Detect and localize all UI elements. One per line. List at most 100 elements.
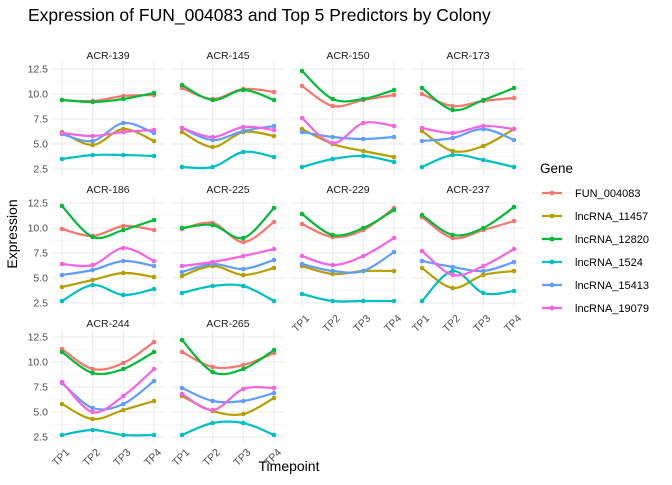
data-point [179, 290, 185, 296]
data-point [90, 282, 95, 288]
data-point [330, 134, 335, 140]
data-point [330, 298, 335, 304]
data-point [271, 97, 277, 103]
data-point [361, 253, 366, 259]
series-line [60, 379, 156, 411]
series-line [300, 84, 396, 108]
legend-item: lncRNA_1524 [542, 257, 643, 269]
facet-strip-label: ACR-186 [86, 184, 129, 196]
data-point [179, 82, 185, 88]
data-point [271, 246, 277, 252]
data-point [271, 395, 277, 401]
data-point [121, 407, 126, 413]
data-point [151, 90, 157, 96]
series-line [420, 153, 516, 169]
data-point [90, 416, 95, 422]
series-lncRNA_11457 [59, 270, 157, 290]
data-point [481, 225, 486, 231]
data-point [419, 85, 425, 91]
data-point [121, 152, 126, 158]
data-point [450, 103, 455, 109]
data-point [330, 96, 335, 102]
series-line [180, 420, 276, 437]
data-point [241, 386, 246, 392]
data-point [391, 154, 397, 160]
data-point [241, 420, 246, 426]
data-point [151, 339, 157, 345]
data-point [450, 232, 455, 238]
data-point [271, 390, 277, 396]
data-point [241, 149, 246, 155]
data-point [450, 264, 455, 270]
data-point [511, 259, 517, 265]
data-point [419, 258, 425, 264]
data-point [271, 298, 277, 304]
data-point [151, 263, 157, 269]
series-lncRNA_15413 [299, 249, 397, 274]
data-point [90, 267, 95, 273]
data-point [450, 268, 455, 274]
data-point [90, 277, 95, 283]
data-point [121, 393, 126, 399]
y-tick-label: 2.5 [33, 432, 48, 444]
data-point [419, 248, 425, 254]
legend: Gene FUN_004083 lncRNA_11457 lncRNA_12820l… [540, 161, 649, 315]
data-point [90, 370, 95, 376]
legend-label: FUN_004083 [575, 188, 640, 200]
facet-panel: ACR-186 2.5 5.0 7.5 10.0 12.5 [28, 184, 164, 310]
data-point [391, 87, 397, 93]
data-point [481, 272, 486, 278]
data-point [271, 123, 277, 129]
data-point [241, 411, 246, 417]
facet-panels: ACR-139 2.5 5.0 7.5 10.0 12.5 ACR-145 ACR-150 AC… [28, 50, 525, 469]
data-point [271, 385, 277, 391]
series-line [300, 127, 396, 159]
data-point [241, 128, 246, 134]
series-lncRNA_19079 [299, 115, 397, 146]
data-point [179, 269, 185, 275]
series-line [180, 125, 276, 139]
series-line [300, 130, 396, 141]
series-line [60, 259, 156, 277]
series-lncRNA_19079 [179, 385, 277, 413]
series-lncRNA_15413 [59, 120, 157, 144]
y-tick-label: 5.0 [33, 139, 48, 151]
legend-title: Gene [540, 161, 573, 176]
data-point [151, 366, 157, 372]
data-point [121, 292, 126, 298]
series-lncRNA_1524 [419, 152, 517, 170]
data-point [59, 97, 65, 103]
legend-item: lncRNA_19079 [542, 303, 649, 315]
series-line [420, 205, 516, 237]
legend-key-point [549, 213, 555, 219]
series-line [60, 428, 156, 437]
data-point [481, 97, 486, 103]
series-line [420, 124, 516, 135]
data-point [271, 154, 277, 160]
data-point [299, 68, 305, 74]
series-line [420, 266, 516, 290]
data-point [121, 96, 126, 102]
data-point [179, 349, 185, 355]
data-point [179, 125, 185, 131]
series-line [300, 292, 396, 303]
data-point [511, 95, 517, 101]
series-lncRNA_12820 [179, 82, 277, 103]
data-point [121, 258, 126, 264]
data-point [419, 164, 425, 170]
legend-key-point [549, 236, 555, 242]
data-point [299, 164, 305, 170]
panel-grid [172, 62, 284, 174]
data-point [299, 261, 305, 267]
data-point [121, 366, 126, 372]
data-point [271, 347, 277, 353]
data-point [391, 207, 397, 213]
data-point [151, 378, 157, 384]
series-lncRNA_19079 [59, 245, 157, 268]
data-point [271, 89, 277, 95]
data-point [299, 221, 305, 227]
series-lncRNA_1524 [299, 153, 397, 170]
